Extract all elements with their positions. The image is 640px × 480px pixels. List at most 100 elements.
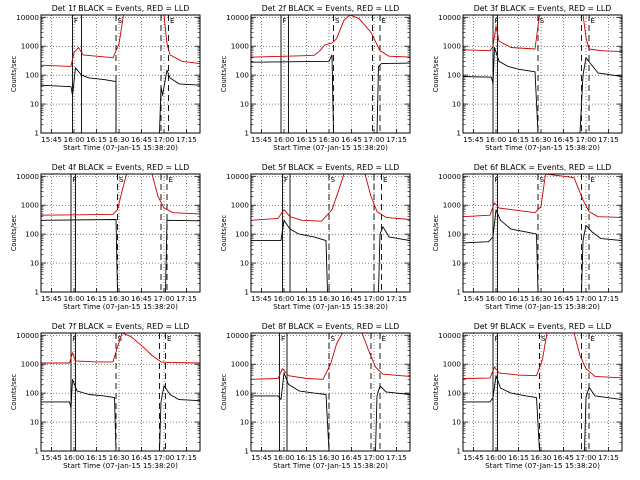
chart-title: Det 8f BLACK = Events, RED = LLD	[262, 322, 400, 331]
y-tick-label: 10000	[438, 172, 461, 181]
y-tick-label: 1000	[21, 42, 40, 51]
y-tick-label: 10	[30, 418, 40, 427]
event-marker-label: F	[283, 16, 287, 25]
chart-title: Det 2f BLACK = Events, RED = LLD	[262, 4, 400, 13]
chart-title: Det 3f BLACK = Events, RED = LLD	[474, 4, 612, 13]
y-tick-label: 10	[452, 100, 462, 109]
x-tick-label: 16:15	[508, 294, 529, 303]
event-marker-label: S	[118, 16, 123, 25]
x-axis-label: Start Time (07-Jan-15 15:38:20)	[63, 461, 178, 470]
plot-frame	[250, 14, 411, 134]
event-marker-label: F	[495, 16, 499, 25]
x-tick-label: 16:30	[319, 453, 340, 462]
x-tick-label: 16:00	[64, 135, 85, 144]
x-tick-label: 17:15	[598, 453, 619, 462]
y-tick-label: 1	[34, 288, 39, 297]
x-tick-label: 15:45	[41, 453, 62, 462]
event-marker-label: F	[495, 334, 499, 343]
x-tick-label: 17:15	[386, 294, 407, 303]
events-series-line	[40, 67, 201, 134]
plot-frame	[462, 14, 623, 134]
chart-panel-5: Det 5f BLACK = Events, RED = LLD F S E 1 10 10…	[220, 163, 411, 311]
chart-title: Det 9f BLACK = Events, RED = LLD	[474, 322, 612, 331]
lld-series-line	[462, 332, 623, 379]
x-tick-label: 16:00	[274, 294, 295, 303]
chart-title: Det 6f BLACK = Events, RED = LLD	[474, 163, 612, 172]
y-tick-label: 10000	[16, 331, 39, 340]
x-tick-label: 16:15	[86, 453, 107, 462]
x-axis-label: Start Time (07-Jan-15 15:38:20)	[63, 143, 178, 152]
y-axis-label: Counts/sec	[220, 214, 228, 251]
x-tick-label: 16:45	[341, 453, 362, 462]
y-tick-label: 1000	[443, 42, 462, 51]
y-tick-label: 1000	[231, 201, 250, 210]
x-tick-label: 16:15	[296, 294, 317, 303]
x-tick-label: 16:45	[553, 135, 574, 144]
x-tick-label: 17:15	[176, 135, 197, 144]
x-tick-label: 17:15	[386, 135, 407, 144]
y-tick-label: 10000	[16, 13, 39, 22]
event-marker-label: F	[284, 175, 288, 184]
plot-frame	[40, 14, 201, 134]
x-tick-label: 17:00	[576, 294, 597, 303]
y-tick-label: 100	[235, 71, 249, 80]
event-marker-label: F	[73, 175, 77, 184]
x-tick-label: 16:00	[486, 294, 507, 303]
y-tick-label: 10000	[438, 331, 461, 340]
x-axis-label: Start Time (07-Jan-15 15:38:20)	[485, 461, 600, 470]
x-tick-label: 17:00	[364, 294, 385, 303]
y-tick-label: 1	[34, 447, 39, 456]
chart-panel-2: Det 2f BLACK = Events, RED = LLD F S E 1 10 10…	[220, 4, 411, 152]
y-tick-label: 10000	[226, 13, 249, 22]
y-tick-label: 10	[240, 259, 250, 268]
x-tick-label: 15:45	[463, 453, 484, 462]
x-tick-label: 16:30	[109, 453, 130, 462]
x-tick-label: 16:45	[131, 453, 152, 462]
y-tick-label: 1	[244, 447, 249, 456]
chart-title: Det 5f BLACK = Events, RED = LLD	[262, 163, 400, 172]
events-series-line	[462, 47, 623, 134]
plot-frame	[462, 173, 623, 293]
plot-frame	[250, 173, 411, 293]
y-tick-label: 1	[456, 129, 461, 138]
x-axis-label: Start Time (07-Jan-15 15:38:20)	[273, 461, 388, 470]
x-tick-label: 16:15	[296, 453, 317, 462]
x-tick-label: 16:45	[341, 135, 362, 144]
y-tick-label: 100	[235, 389, 249, 398]
x-tick-label: 17:00	[576, 135, 597, 144]
x-tick-label: 16:30	[319, 135, 340, 144]
lld-series-line	[250, 173, 411, 222]
event-marker-label: E	[169, 175, 174, 184]
x-tick-label: 15:45	[251, 453, 272, 462]
event-marker-label: E	[167, 334, 172, 343]
y-axis-label: Counts/sec	[220, 55, 228, 92]
x-tick-label: 15:45	[463, 135, 484, 144]
y-tick-label: 1000	[443, 360, 462, 369]
x-tick-label: 16:45	[131, 294, 152, 303]
event-marker-label: E	[170, 16, 175, 25]
event-marker-label: F	[74, 16, 78, 25]
y-tick-label: 100	[235, 230, 249, 239]
events-series-line	[250, 54, 411, 134]
events-series-line	[40, 219, 201, 293]
x-axis-label: Start Time (07-Jan-15 15:38:20)	[63, 302, 178, 311]
x-tick-label: 16:15	[86, 294, 107, 303]
x-tick-label: 17:15	[386, 453, 407, 462]
x-tick-label: 17:00	[576, 453, 597, 462]
y-axis-label: Counts/sec	[220, 373, 228, 410]
events-series-line	[463, 375, 623, 452]
chart-panel-8: Det 8f BLACK = Events, RED = LLD F S E 1 10 10…	[220, 322, 411, 470]
y-tick-label: 10000	[438, 13, 461, 22]
event-marker-label: S	[331, 175, 336, 184]
y-tick-label: 1	[244, 129, 249, 138]
lld-series-line	[250, 14, 411, 58]
events-series-line	[41, 378, 201, 452]
event-marker-label: E	[591, 334, 596, 343]
event-marker-label: F	[281, 334, 285, 343]
x-tick-label: 17:15	[176, 294, 197, 303]
y-axis-label: Counts/sec	[10, 373, 18, 410]
lld-series-line	[250, 332, 411, 380]
x-tick-label: 17:00	[154, 294, 175, 303]
y-tick-label: 1	[244, 288, 249, 297]
